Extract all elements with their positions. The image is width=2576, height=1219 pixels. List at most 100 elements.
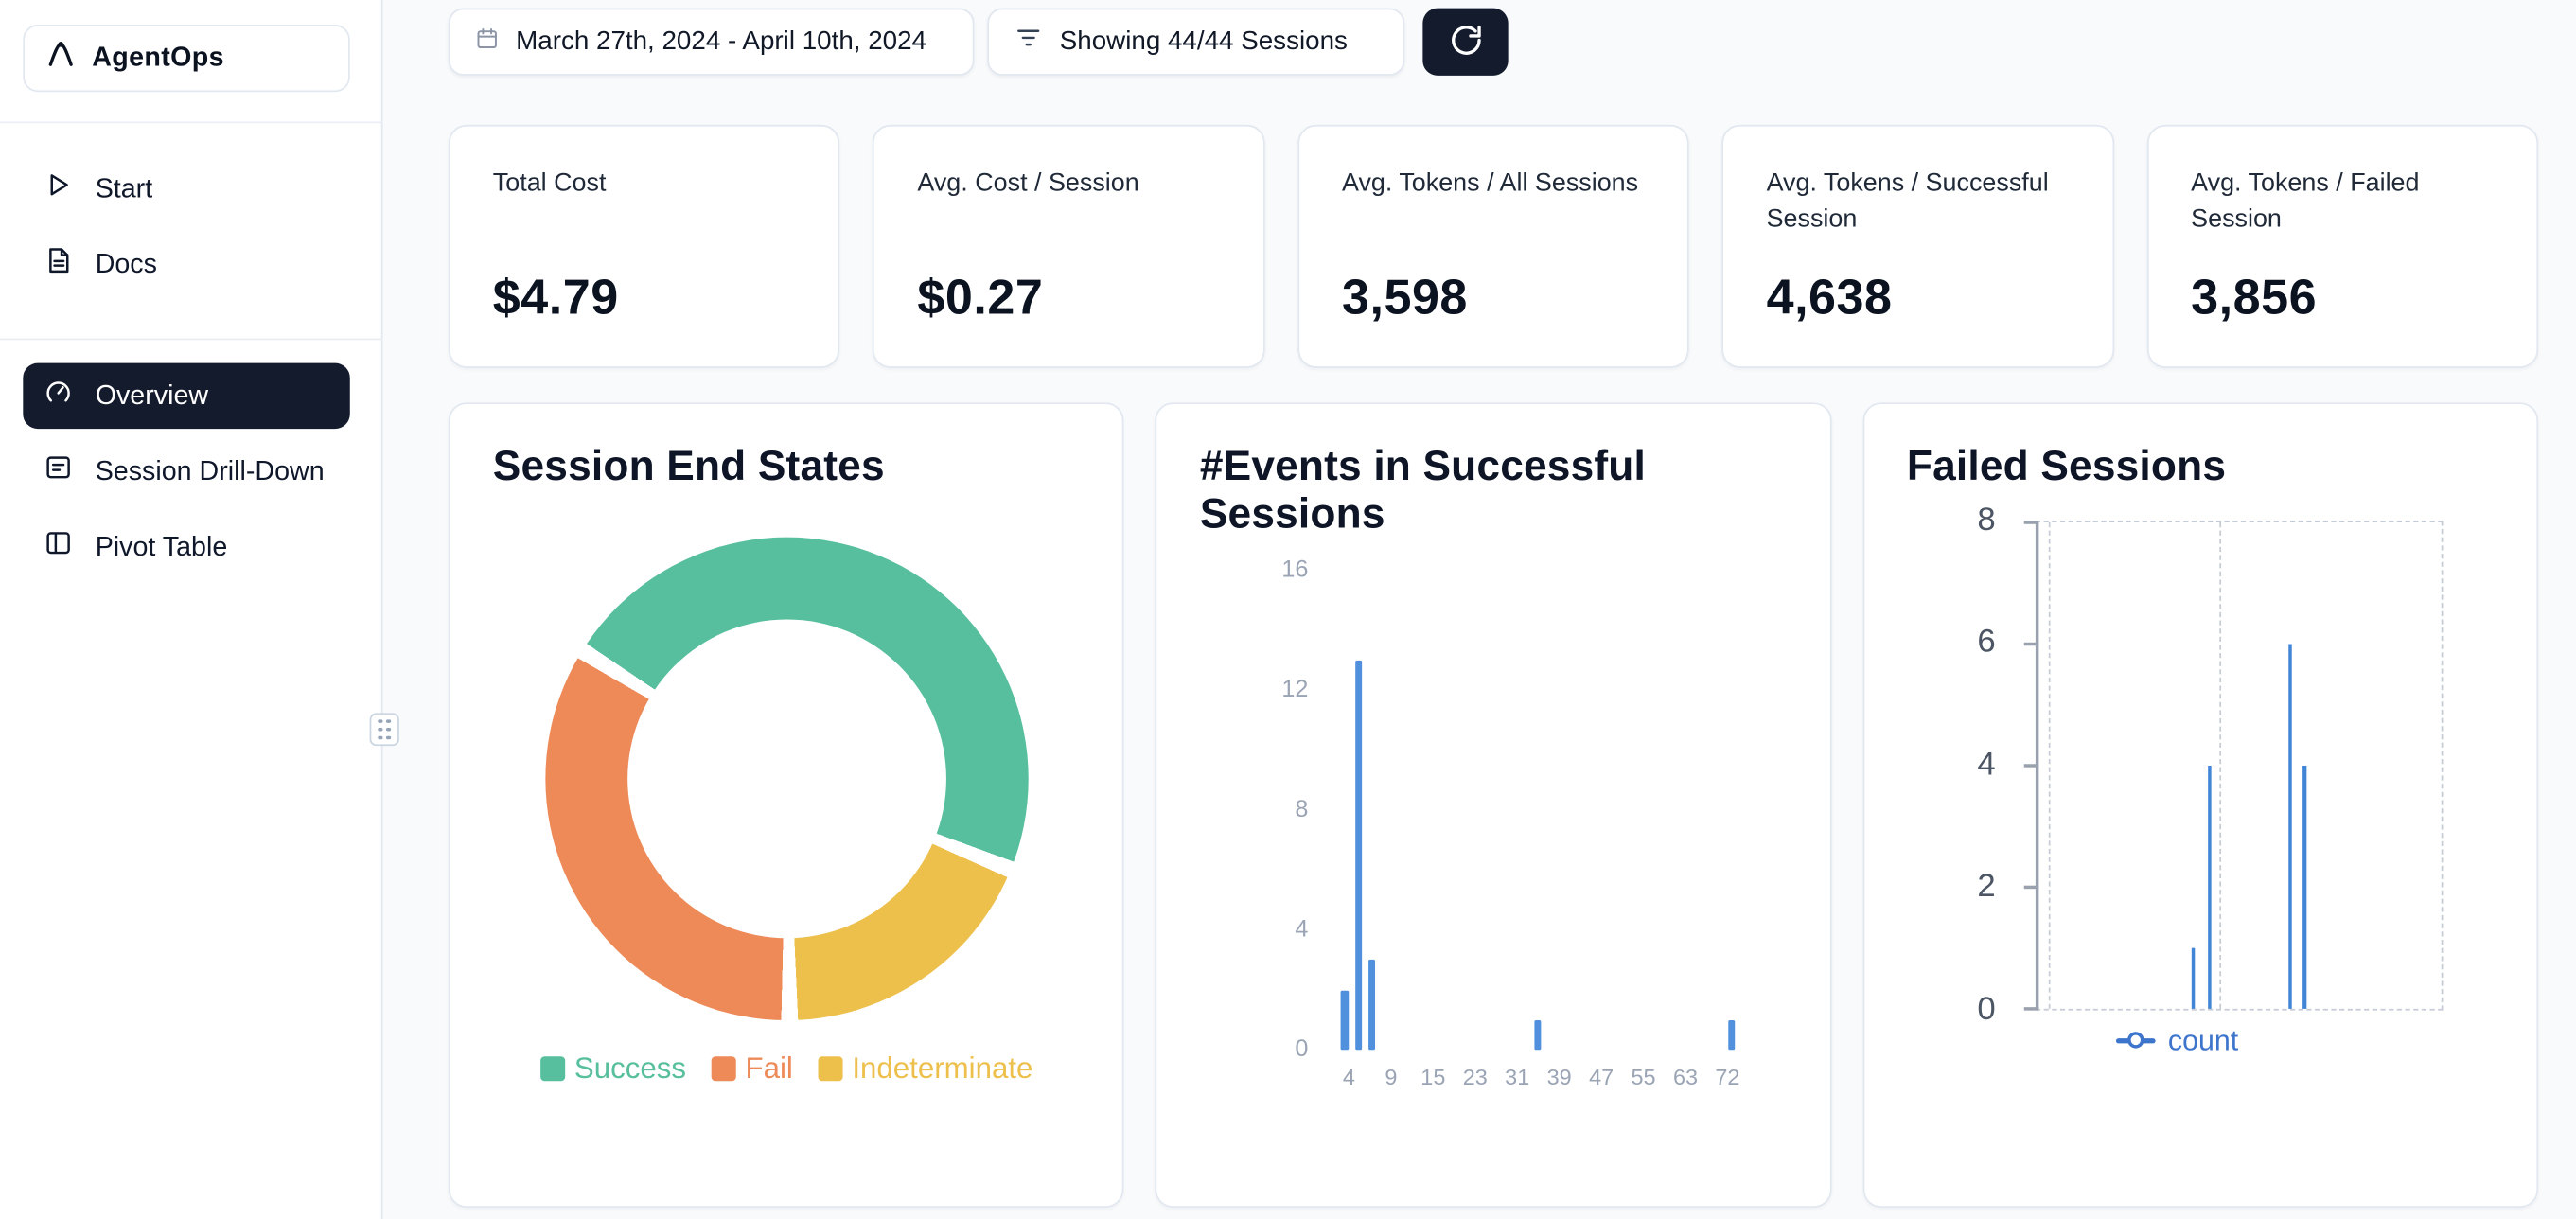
- count-legend-label: count: [2167, 1022, 2239, 1056]
- legend-item-success[interactable]: Success: [539, 1051, 686, 1085]
- legend-label: Indeterminate: [852, 1051, 1033, 1084]
- sidebar-item-overview[interactable]: Overview: [23, 362, 350, 430]
- gridline-vertical: [2048, 521, 2051, 1009]
- stat-value: 3,598: [1341, 271, 1468, 326]
- chart-title: Failed Sessions: [1906, 443, 2227, 490]
- gauge-icon: [43, 377, 74, 416]
- axis-tick: [2023, 1006, 2038, 1010]
- y-tick-label: 2: [1977, 868, 1996, 905]
- events-plot: [1328, 571, 1748, 1051]
- y-tick-label: 0: [1295, 1036, 1309, 1064]
- stat-value: 4,638: [1766, 271, 1893, 326]
- axis-tick: [2023, 884, 2038, 889]
- spike: [2302, 765, 2306, 1009]
- stat-card-avg-tokens-successful: Avg. Tokens / Successful Session 4,638: [1721, 124, 2114, 368]
- session-filter-label: Showing 44/44 Sessions: [1059, 26, 1348, 56]
- legend-swatch: [711, 1055, 736, 1081]
- events-chart-card: #Events in Successful Sessions 16 12 8 4 0 4…: [1155, 402, 1832, 1208]
- donut-chart[interactable]: [544, 536, 1029, 1020]
- stat-card-avg-tokens-all: Avg. Tokens / All Sessions 3,598: [1297, 124, 1689, 368]
- charts-row: Session End States Success Fail Indetermin…: [448, 402, 2539, 1208]
- document-icon: [43, 245, 74, 285]
- legend-item-indeterminate[interactable]: Indeterminate: [817, 1051, 1033, 1085]
- y-tick-label: 16: [1281, 556, 1309, 584]
- sidebar-item-session-drill-down[interactable]: Session Drill-Down: [23, 439, 349, 504]
- stat-label: Avg. Tokens / All Sessions: [1341, 168, 1639, 198]
- legend-label: Success: [573, 1051, 686, 1084]
- sidebar-resize-handle[interactable]: [369, 713, 399, 747]
- stat-label: Avg. Tokens / Successful Session: [1766, 168, 2049, 235]
- agentops-logo-icon: [44, 38, 78, 79]
- events-bar-chart[interactable]: 16 12 8 4 0 4 9 15 23 31 39 47 55 63 72: [1200, 557, 1787, 1113]
- donut-body: Success Fail Indeterminate: [493, 490, 1080, 1085]
- axis-tick: [2023, 763, 2038, 767]
- chart-title: #Events in Successful Sessions: [1199, 443, 1646, 537]
- x-tick-label: 39: [1546, 1065, 1572, 1090]
- x-tick-label: 63: [1672, 1065, 1699, 1090]
- y-tick-label: 4: [1295, 916, 1309, 944]
- bar: [1367, 960, 1376, 1051]
- count-legend-marker: [2115, 1037, 2156, 1043]
- sidebar-divider: [0, 338, 383, 341]
- y-tick-label: 6: [1977, 623, 1996, 661]
- gridline-vertical: [2219, 521, 2221, 1009]
- session-filter-button[interactable]: Showing 44/44 Sessions: [987, 8, 1405, 76]
- x-tick-label: 47: [1589, 1065, 1614, 1090]
- stat-label: Total Cost: [492, 168, 607, 198]
- refresh-icon: [1448, 22, 1482, 62]
- y-tick-label: 8: [1295, 797, 1309, 823]
- sidebar-item-label: Start: [95, 173, 153, 203]
- stat-card-total-cost: Total Cost $4.79: [448, 124, 840, 368]
- spike: [2207, 765, 2212, 1009]
- table-icon: [43, 527, 74, 567]
- stat-value: 3,856: [2191, 271, 2318, 326]
- stat-label: Avg. Cost / Session: [917, 168, 1139, 198]
- sidebar-item-pivot-table[interactable]: Pivot Table: [23, 514, 349, 579]
- failed-plot: [2023, 520, 2443, 1010]
- stat-label: Avg. Tokens / Failed Session: [2191, 168, 2420, 235]
- x-tick-label: 72: [1715, 1065, 1740, 1090]
- stat-card-avg-cost: Avg. Cost / Session $0.27: [873, 124, 1265, 368]
- sidebar-item-label: Session Drill-Down: [95, 455, 325, 486]
- x-tick-label: 4: [1342, 1065, 1355, 1090]
- count-legend[interactable]: count: [2115, 1023, 2238, 1057]
- stats-row: Total Cost $4.79 Avg. Cost / Session $0.…: [448, 124, 2539, 368]
- sidebar-item-label: Docs: [95, 249, 157, 279]
- donut-legend: Success Fail Indeterminate: [539, 1051, 1032, 1085]
- failed-ylabels: 8 6 4 2 0: [1907, 502, 2016, 1028]
- sidebar-divider: [0, 121, 383, 124]
- x-tick-label: 31: [1505, 1065, 1530, 1090]
- legend-label: Fail: [745, 1051, 793, 1084]
- bar: [1727, 1019, 1736, 1051]
- x-tick-label: 55: [1631, 1065, 1656, 1090]
- session-list-icon: [43, 451, 74, 491]
- events-ylabels: 16 12 8 4 0: [1200, 557, 1309, 1064]
- date-range-label: March 27th, 2024 - April 10th, 2024: [516, 26, 926, 56]
- x-tick-label: 9: [1385, 1065, 1398, 1090]
- bar: [1340, 990, 1349, 1051]
- date-range-button[interactable]: March 27th, 2024 - April 10th, 2024: [448, 8, 975, 76]
- y-tick-label: 4: [1977, 746, 1996, 783]
- refresh-button[interactable]: [1422, 8, 1509, 76]
- axis-tick: [2023, 641, 2038, 645]
- y-tick-label: 8: [1977, 501, 1996, 538]
- events-xlabels: 4 9 15 23 31 39 47 55 63 72: [1328, 1065, 1748, 1089]
- sidebar-item-label: Overview: [95, 380, 209, 411]
- sidebar-item-label: Pivot Table: [95, 531, 228, 561]
- legend-swatch: [817, 1055, 842, 1081]
- y-tick-label: 12: [1281, 677, 1309, 704]
- sidebar-item-start[interactable]: Start: [23, 156, 349, 221]
- failed-sessions-chart[interactable]: 8 6 4 2 0 count: [1907, 502, 2494, 1072]
- x-tick-label: 15: [1420, 1065, 1446, 1090]
- brand-card[interactable]: AgentOps: [23, 25, 350, 93]
- chart-title: Session End States: [492, 443, 885, 490]
- legend-swatch: [539, 1055, 565, 1081]
- sidebar: AgentOps Start Docs: [0, 0, 383, 1219]
- spike: [2287, 643, 2292, 1009]
- sidebar-item-docs[interactable]: Docs: [23, 232, 349, 297]
- legend-item-fail[interactable]: Fail: [711, 1051, 793, 1085]
- bar: [1534, 1019, 1542, 1051]
- session-end-states-card: Session End States Success Fail Indetermin…: [448, 402, 1124, 1208]
- stat-card-avg-tokens-failed: Avg. Tokens / Failed Session 3,856: [2146, 124, 2539, 368]
